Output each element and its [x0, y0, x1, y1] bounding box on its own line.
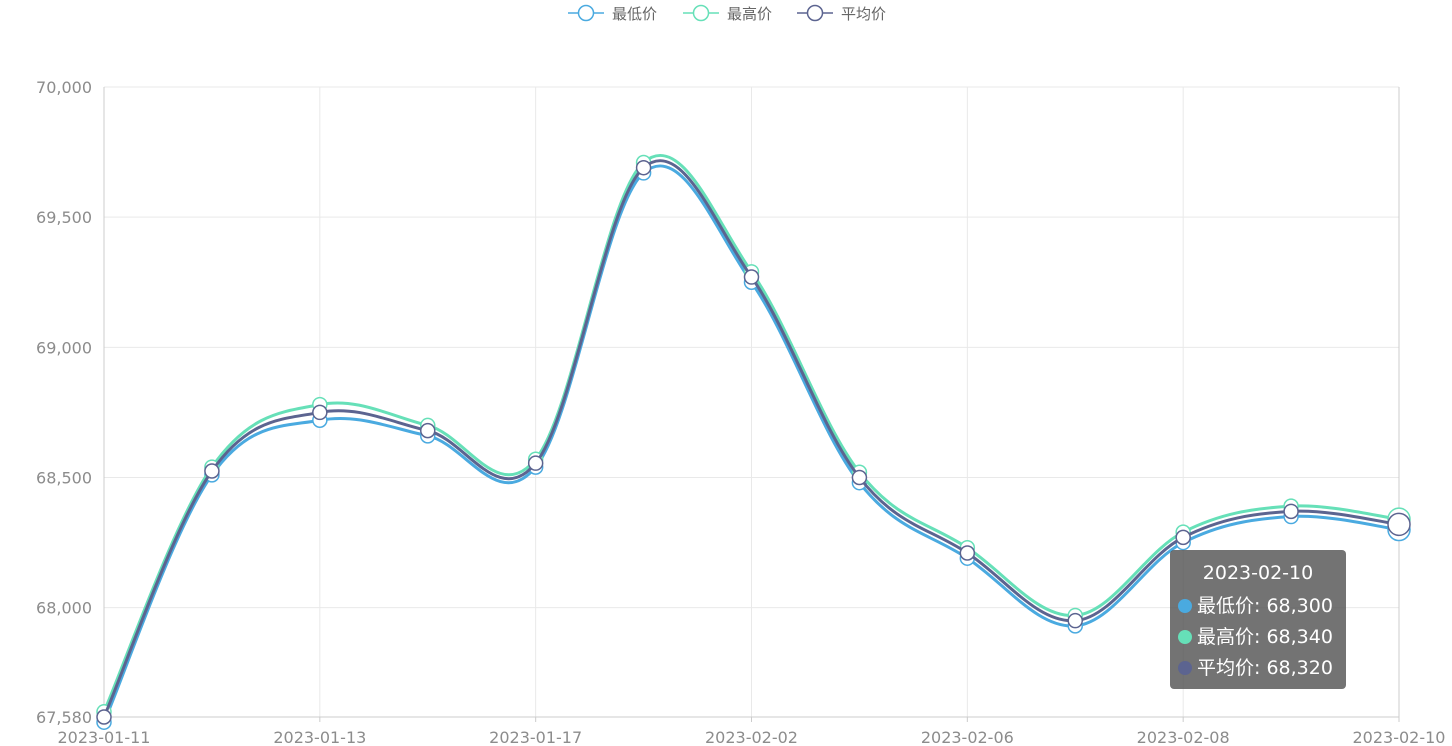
data-point	[851, 469, 868, 486]
legend-item-3[interactable]: 平均价	[797, 4, 886, 23]
chart-legend[interactable]: 最低价 最高价 平均价	[568, 4, 886, 23]
x-tick-label: 2023-01-13	[273, 728, 366, 746]
y-tick-label: 70,000	[36, 78, 92, 97]
legend-item-2[interactable]: 最高价	[683, 4, 772, 23]
y-tick-label: 67,580	[36, 708, 92, 727]
tooltip-row-low: 最低价: 68,300	[1178, 591, 1338, 622]
data-point	[527, 455, 544, 471]
x-tick-label: 2023-02-08	[1137, 728, 1230, 746]
chart-axes: 67,580 68,000 68,500 69,000 69,500 70,000 2023…	[36, 78, 1445, 746]
legend-label: 最低价	[612, 5, 657, 23]
tooltip-label-high: 最高价: 68,340	[1197, 626, 1333, 648]
legend-item-1[interactable]: 最低价	[568, 4, 657, 23]
tooltip-dot-high	[1178, 630, 1192, 644]
series-line	[102, 164, 1400, 723]
y-tick-label: 69,500	[36, 208, 92, 227]
x-tick-label: 2023-01-17	[489, 728, 582, 746]
chart-series	[96, 153, 1411, 730]
data-point	[1067, 612, 1083, 629]
y-tick-label: 68,500	[36, 468, 92, 487]
legend-marker	[692, 4, 710, 22]
data-point	[96, 709, 112, 725]
data-point	[1175, 529, 1191, 546]
data-point	[1283, 503, 1299, 520]
x-tick-label: 2023-02-02	[705, 728, 798, 746]
data-point	[312, 404, 328, 421]
legend-marker	[806, 4, 824, 22]
series-3	[96, 159, 1411, 725]
legend-marker	[577, 4, 595, 22]
data-point	[204, 463, 220, 479]
tooltip-row-avg: 平均价: 68,320	[1178, 653, 1338, 684]
x-tick-label: 2023-02-06	[921, 728, 1014, 746]
data-point	[420, 422, 436, 439]
tooltip-dot-avg	[1178, 661, 1192, 675]
tooltip-label-low: 最低价: 68,300	[1197, 595, 1333, 617]
data-point	[635, 159, 652, 176]
data-point	[959, 545, 976, 561]
tooltip-dot-low	[1178, 599, 1192, 613]
data-point	[743, 269, 760, 285]
series-line	[102, 153, 1400, 713]
chart-tooltip: 2023-02-10 最低价: 68,300 最高价: 68,340 平均价: …	[1170, 550, 1346, 689]
x-tick-label: 2023-02-10	[1353, 728, 1446, 746]
x-tick-label: 2023-01-11	[58, 728, 151, 746]
legend-label: 平均价	[841, 5, 886, 23]
series-line	[102, 159, 1400, 718]
tooltip-row-high: 最高价: 68,340	[1178, 622, 1338, 653]
y-tick-label: 69,000	[36, 338, 92, 357]
tooltip-title: 2023-02-10	[1202, 562, 1314, 584]
legend-label: 最高价	[727, 5, 772, 23]
y-tick-label: 68,000	[36, 599, 92, 618]
tooltip-label-avg: 平均价: 68,320	[1197, 657, 1333, 679]
data-point	[1387, 512, 1411, 537]
